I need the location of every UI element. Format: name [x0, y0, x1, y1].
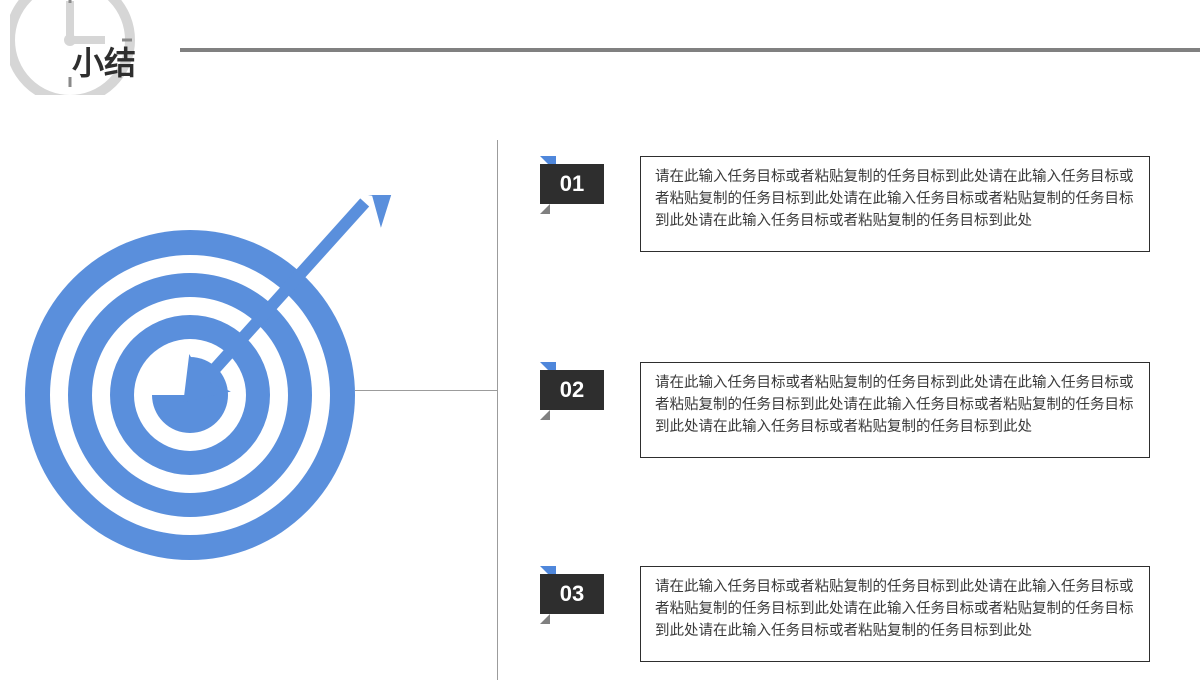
ribbon-tail-icon	[540, 204, 550, 214]
target-icon	[20, 195, 440, 600]
item-text: 请在此输入任务目标或者粘贴复制的任务目标到此处请在此输入任务目标或者粘贴复制的任…	[655, 375, 1134, 435]
ribbon-tail-icon	[540, 410, 550, 420]
item-text-box: 请在此输入任务目标或者粘贴复制的任务目标到此处请在此输入任务目标或者粘贴复制的任…	[640, 362, 1150, 458]
item-number: 02	[560, 377, 584, 403]
item-number-badge: 03	[540, 574, 604, 614]
vertical-divider	[497, 140, 498, 680]
horizontal-connector	[355, 390, 498, 391]
item-number-badge: 02	[540, 370, 604, 410]
item-number: 01	[560, 171, 584, 197]
item-text-box: 请在此输入任务目标或者粘贴复制的任务目标到此处请在此输入任务目标或者粘贴复制的任…	[640, 156, 1150, 252]
page-title: 小结	[72, 38, 136, 84]
ribbon-tail-icon	[540, 614, 550, 624]
page-title-wrap: 小结	[72, 38, 136, 84]
item-text: 请在此输入任务目标或者粘贴复制的任务目标到此处请在此输入任务目标或者粘贴复制的任…	[655, 169, 1134, 229]
item-number-badge: 01	[540, 164, 604, 204]
item-number: 03	[560, 581, 584, 607]
item-text-box: 请在此输入任务目标或者粘贴复制的任务目标到此处请在此输入任务目标或者粘贴复制的任…	[640, 566, 1150, 662]
item-text: 请在此输入任务目标或者粘贴复制的任务目标到此处请在此输入任务目标或者粘贴复制的任…	[655, 579, 1134, 639]
header-divider	[180, 48, 1200, 52]
